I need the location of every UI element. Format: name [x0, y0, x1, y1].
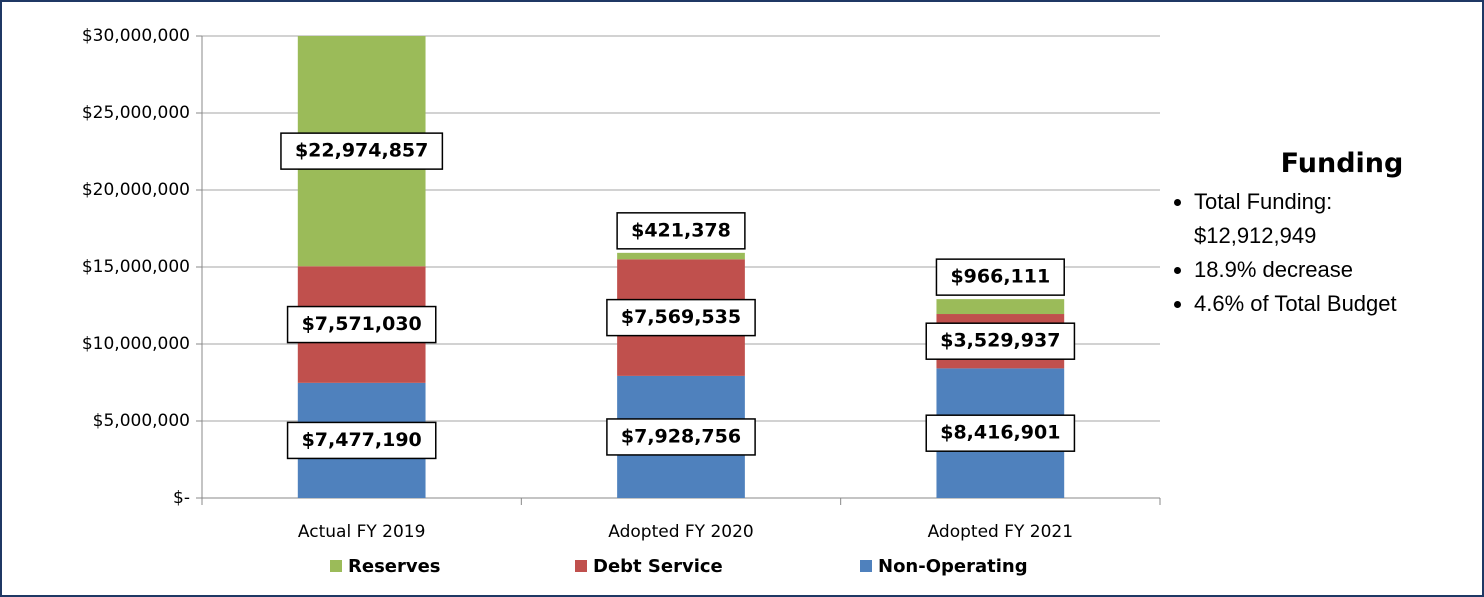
- bullet: 18.9% decrease: [1194, 253, 1454, 287]
- data-label: $421,378: [631, 219, 731, 241]
- x-tick-label: Adopted FY 2020: [608, 522, 753, 542]
- bullet-list: Total Funding: $12,912,94918.9% decrease…: [1172, 185, 1472, 321]
- data-label: $7,569,535: [621, 306, 741, 328]
- legend-label: Non-Operating: [878, 556, 1028, 577]
- data-label-box: [286, 421, 437, 460]
- data-label-box: [606, 418, 756, 456]
- data-label: $8,416,901: [940, 422, 1060, 444]
- data-label: $966,111: [950, 266, 1050, 288]
- bar-segment: [617, 252, 745, 260]
- data-label: $22,974,857: [295, 140, 428, 162]
- bullet: 4.6% of Total Budget: [1194, 287, 1454, 321]
- data-label-box: [606, 298, 756, 337]
- data-label-box: [286, 305, 437, 344]
- y-tick-label: $30,000,000: [82, 26, 190, 46]
- y-tick-label: $-: [173, 488, 190, 508]
- panel-title: Funding: [1280, 148, 1404, 179]
- y-tick-label: $20,000,000: [82, 180, 190, 200]
- y-tick-label: $5,000,000: [93, 411, 190, 431]
- legend-swatch: [575, 560, 587, 572]
- legend-label: Reserves: [348, 556, 441, 577]
- x-tick-label: Actual FY 2019: [298, 522, 426, 542]
- legend-swatch: [860, 560, 872, 572]
- data-label-box: [616, 212, 746, 250]
- data-label-box: [935, 258, 1065, 296]
- data-label: $3,529,937: [940, 330, 1060, 352]
- data-label-box: [925, 322, 1076, 360]
- y-tick-label: $25,000,000: [82, 103, 190, 123]
- data-label-box: [280, 132, 444, 170]
- y-tick-label: $10,000,000: [82, 334, 190, 354]
- data-label-box: [925, 414, 1076, 452]
- y-tick-label: $15,000,000: [82, 257, 190, 277]
- data-label: $7,477,190: [302, 429, 422, 451]
- side-panel: Funding Total Funding: $12,912,94918.9% …: [1172, 148, 1472, 321]
- data-label: $7,571,030: [302, 313, 422, 335]
- bar-segment: [936, 299, 1065, 315]
- legend-label: Debt Service: [593, 556, 723, 577]
- data-label: $7,928,756: [621, 425, 741, 447]
- x-tick-label: Adopted FY 2021: [928, 522, 1073, 542]
- legend-swatch: [330, 560, 342, 572]
- bullet: Total Funding: $12,912,949: [1194, 185, 1454, 253]
